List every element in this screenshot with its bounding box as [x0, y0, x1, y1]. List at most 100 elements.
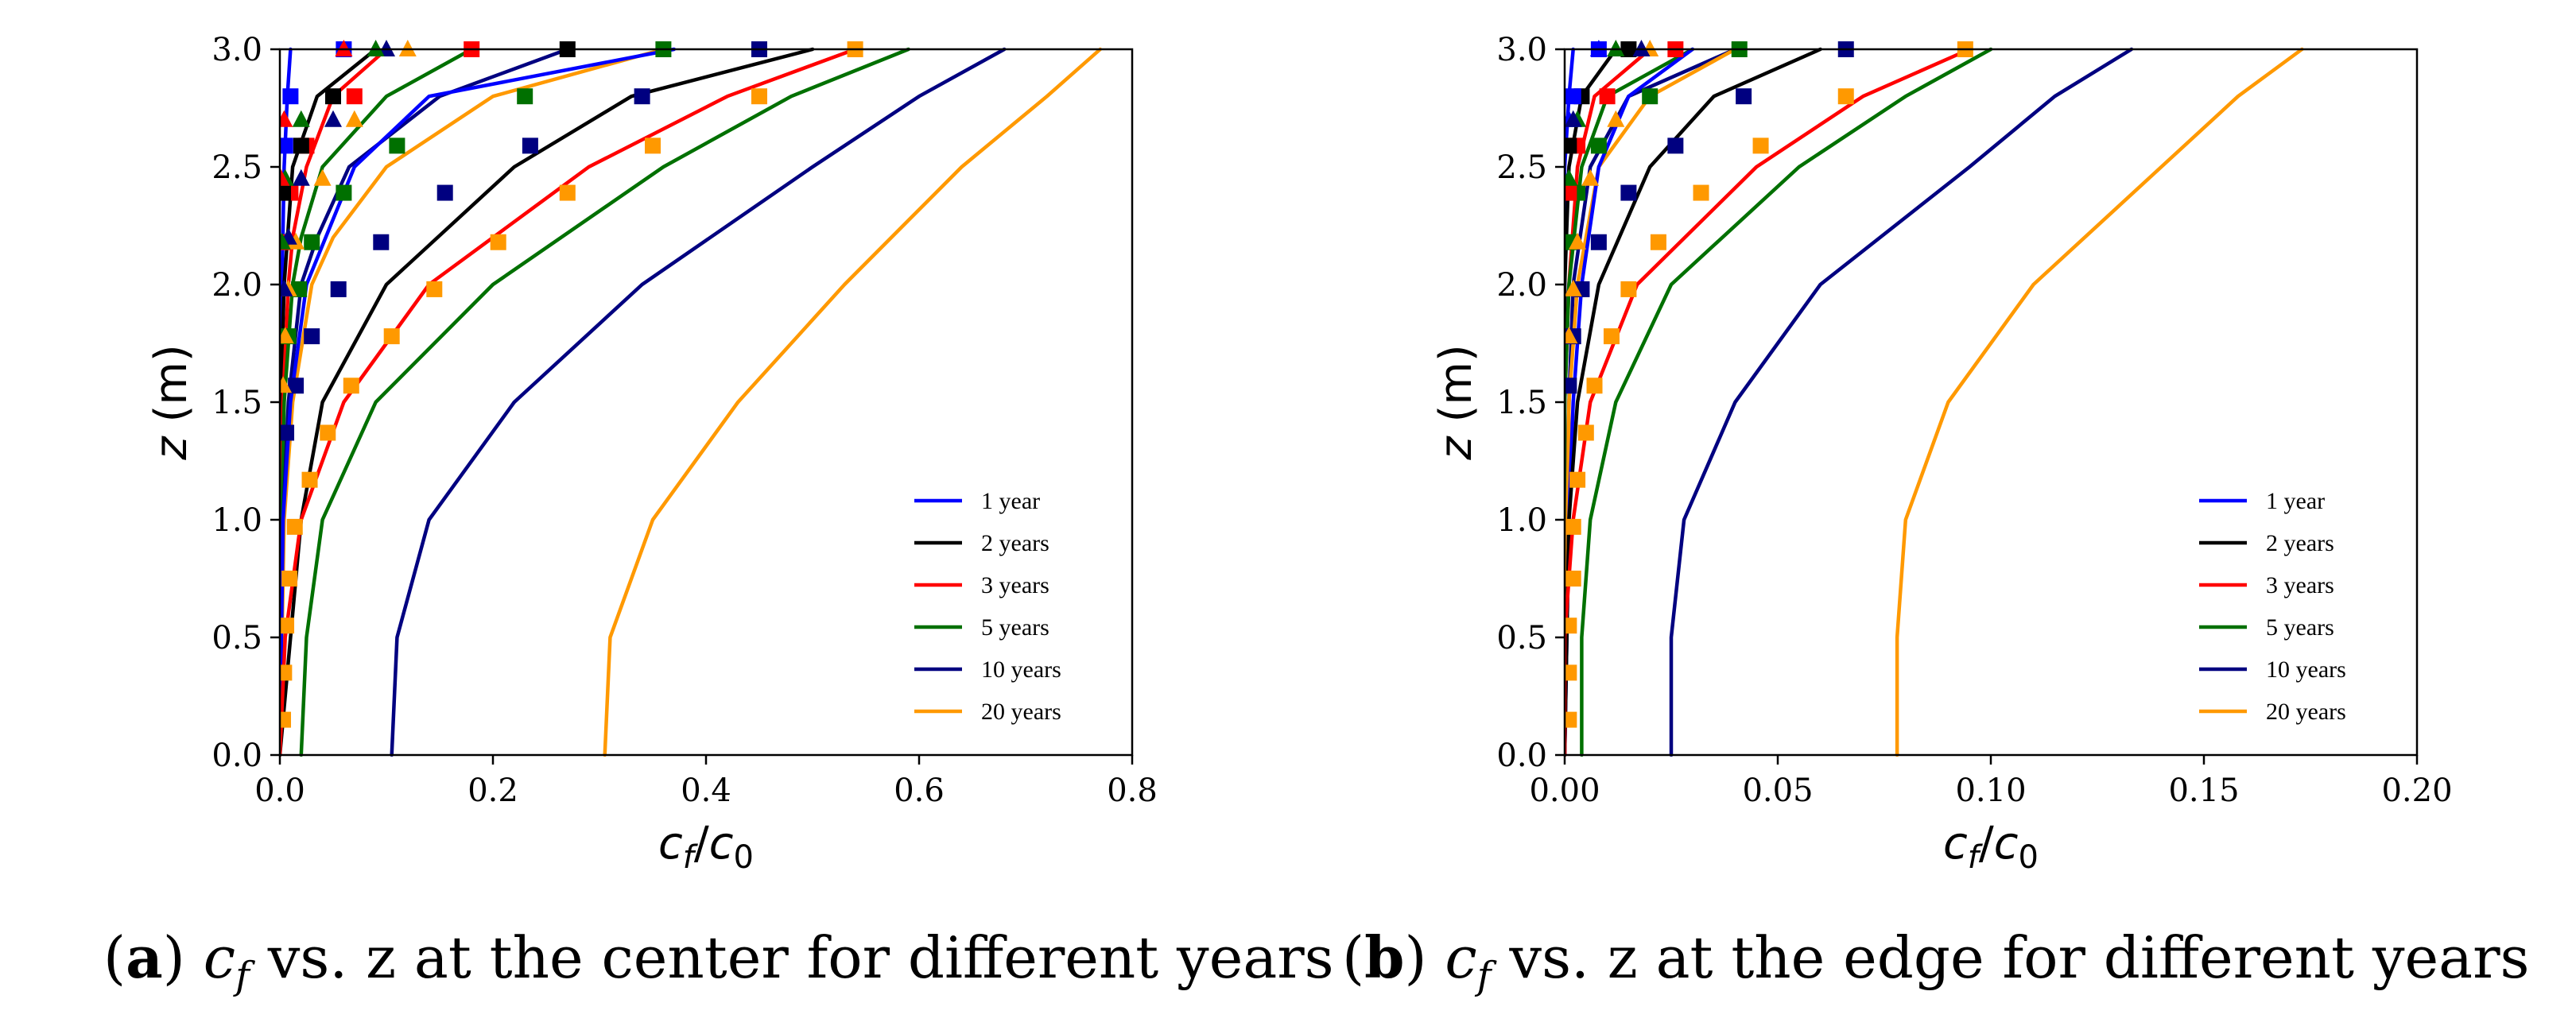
- data-marker-square: [436, 184, 453, 201]
- plot-frame: [278, 48, 1134, 757]
- data-marker-triangle: [280, 279, 293, 296]
- plot-area: [1565, 40, 2304, 757]
- data-marker-triangle: [1589, 40, 1608, 56]
- plot-area: [280, 40, 1103, 757]
- data-marker-square: [304, 328, 320, 345]
- data-marker-square: [280, 711, 292, 728]
- data-marker-square: [559, 184, 576, 201]
- x-axis-label: cf/c0: [658, 818, 754, 876]
- data-marker-square: [330, 281, 347, 297]
- data-marker-square: [280, 137, 293, 154]
- y-tick-label: 2.5: [211, 149, 262, 186]
- plot-frame: [1563, 48, 2419, 757]
- legend-label: 20 years: [2266, 699, 2346, 725]
- legend-label: 2 years: [981, 530, 1049, 556]
- data-marker-square: [281, 571, 298, 587]
- data-marker-triangle: [335, 40, 353, 56]
- x-tick-label: 0.4: [681, 772, 731, 809]
- x-tick-label: 0.0: [254, 772, 305, 809]
- x-tick-label: 0.00: [1529, 772, 1600, 809]
- x-tick-label: 0.2: [467, 772, 518, 809]
- data-marker-triangle: [280, 168, 290, 186]
- data-marker-triangle: [1581, 168, 1600, 186]
- data-marker-triangle: [292, 168, 310, 186]
- data-marker-triangle: [1565, 327, 1578, 344]
- data-marker-square: [1586, 378, 1603, 394]
- data-marker-square: [325, 88, 341, 105]
- x-tick-label: 0.20: [2381, 772, 2452, 809]
- panel-caption: (b) cf vs. z at the edge for different y…: [1342, 924, 2529, 998]
- series-line-profile-11: [1895, 47, 2304, 757]
- panel-b-edge-chart: 0.00 0.05 0.10 0.15 0.20 0.0 0.5 1.0 1.5 2.0 2.5 3.…: [1342, 32, 2529, 998]
- x-tick-label: 0.05: [1742, 772, 1813, 809]
- series-line-20-years: [280, 47, 665, 757]
- data-marker-triangle: [367, 40, 385, 56]
- y-tick-label: 0.5: [1496, 620, 1547, 656]
- y-tick-label: 0.0: [211, 738, 262, 774]
- data-marker-square: [286, 518, 303, 535]
- series-line-profile-6: [1565, 47, 1695, 757]
- y-tick-label: 1.5: [1496, 385, 1547, 421]
- data-marker-square: [288, 378, 305, 394]
- data-marker-triangle: [1565, 168, 1578, 186]
- data-marker-square: [280, 424, 295, 441]
- legend-label: 3 years: [981, 572, 1049, 598]
- data-marker-square: [1590, 137, 1607, 154]
- data-marker-square: [1565, 137, 1577, 154]
- data-marker-triangle: [292, 110, 310, 127]
- y-tick-label: 0.5: [211, 620, 262, 656]
- x-tick-label: 0.8: [1107, 772, 1158, 809]
- data-marker-square: [1569, 471, 1586, 488]
- series-line-profile-11: [603, 47, 1103, 757]
- data-marker-square: [280, 184, 292, 201]
- data-marker-triangle: [280, 232, 291, 250]
- data-marker-square: [522, 137, 538, 154]
- panel-a-center-chart: 0.0 0.2 0.4 0.6 0.8 0.0 0.5 1.0 1.5 2.0 2.5 3.0 cf/c…: [103, 32, 1334, 998]
- legend-label: 2 years: [2266, 530, 2334, 556]
- legend-label: 10 years: [981, 656, 1061, 683]
- series-line-20-years: [1565, 47, 1737, 757]
- legend-label: 20 years: [981, 699, 1061, 725]
- data-marker-square: [645, 137, 661, 154]
- series-line-5-years: [1565, 47, 1695, 757]
- data-marker-triangle: [1607, 40, 1625, 56]
- data-marker-square: [1736, 88, 1752, 105]
- data-marker-square: [751, 88, 767, 105]
- legend: 1 year 2 years 3 years 5 years 10 years 20 ye…: [914, 488, 1061, 725]
- data-marker-square: [301, 471, 318, 488]
- data-marker-square: [1603, 328, 1620, 345]
- data-marker-square: [280, 664, 293, 681]
- data-marker-triangle: [280, 376, 293, 393]
- series-line-profile-10: [1669, 47, 2134, 757]
- data-marker-square: [1577, 424, 1594, 441]
- series-line-profile-8: [1565, 47, 1972, 757]
- panel-caption: (a) cf vs. z at the center for different…: [103, 924, 1334, 998]
- legend-label: 1 year: [2266, 488, 2325, 514]
- y-axis-label: z (m): [1430, 344, 1482, 460]
- x-tick-label: 0.6: [894, 772, 945, 809]
- data-marker-triangle: [287, 232, 305, 250]
- y-tick-label: 3.0: [1496, 32, 1547, 68]
- data-marker-square: [1599, 88, 1616, 105]
- data-marker-square: [304, 234, 320, 250]
- x-axis-label: cf/c0: [1943, 818, 2039, 876]
- data-marker-square: [1752, 137, 1769, 154]
- data-marker-square: [1565, 664, 1577, 681]
- data-marker-square: [490, 234, 506, 250]
- data-marker-square: [1837, 88, 1854, 105]
- data-marker-triangle: [280, 110, 293, 127]
- data-marker-square: [1620, 281, 1637, 297]
- y-tick-label: 2.5: [1496, 149, 1547, 186]
- data-marker-square: [1590, 234, 1607, 250]
- y-axis-label: z (m): [145, 344, 197, 460]
- data-marker-square: [1565, 518, 1581, 535]
- y-tick-label: 1.0: [211, 502, 262, 539]
- legend-label: 5 years: [2266, 614, 2334, 641]
- data-marker-triangle: [345, 110, 363, 127]
- data-marker-square: [634, 88, 650, 105]
- data-marker-square: [1565, 571, 1581, 587]
- data-marker-square: [293, 137, 309, 154]
- data-marker-triangle: [313, 168, 332, 186]
- data-marker-square: [1565, 88, 1581, 105]
